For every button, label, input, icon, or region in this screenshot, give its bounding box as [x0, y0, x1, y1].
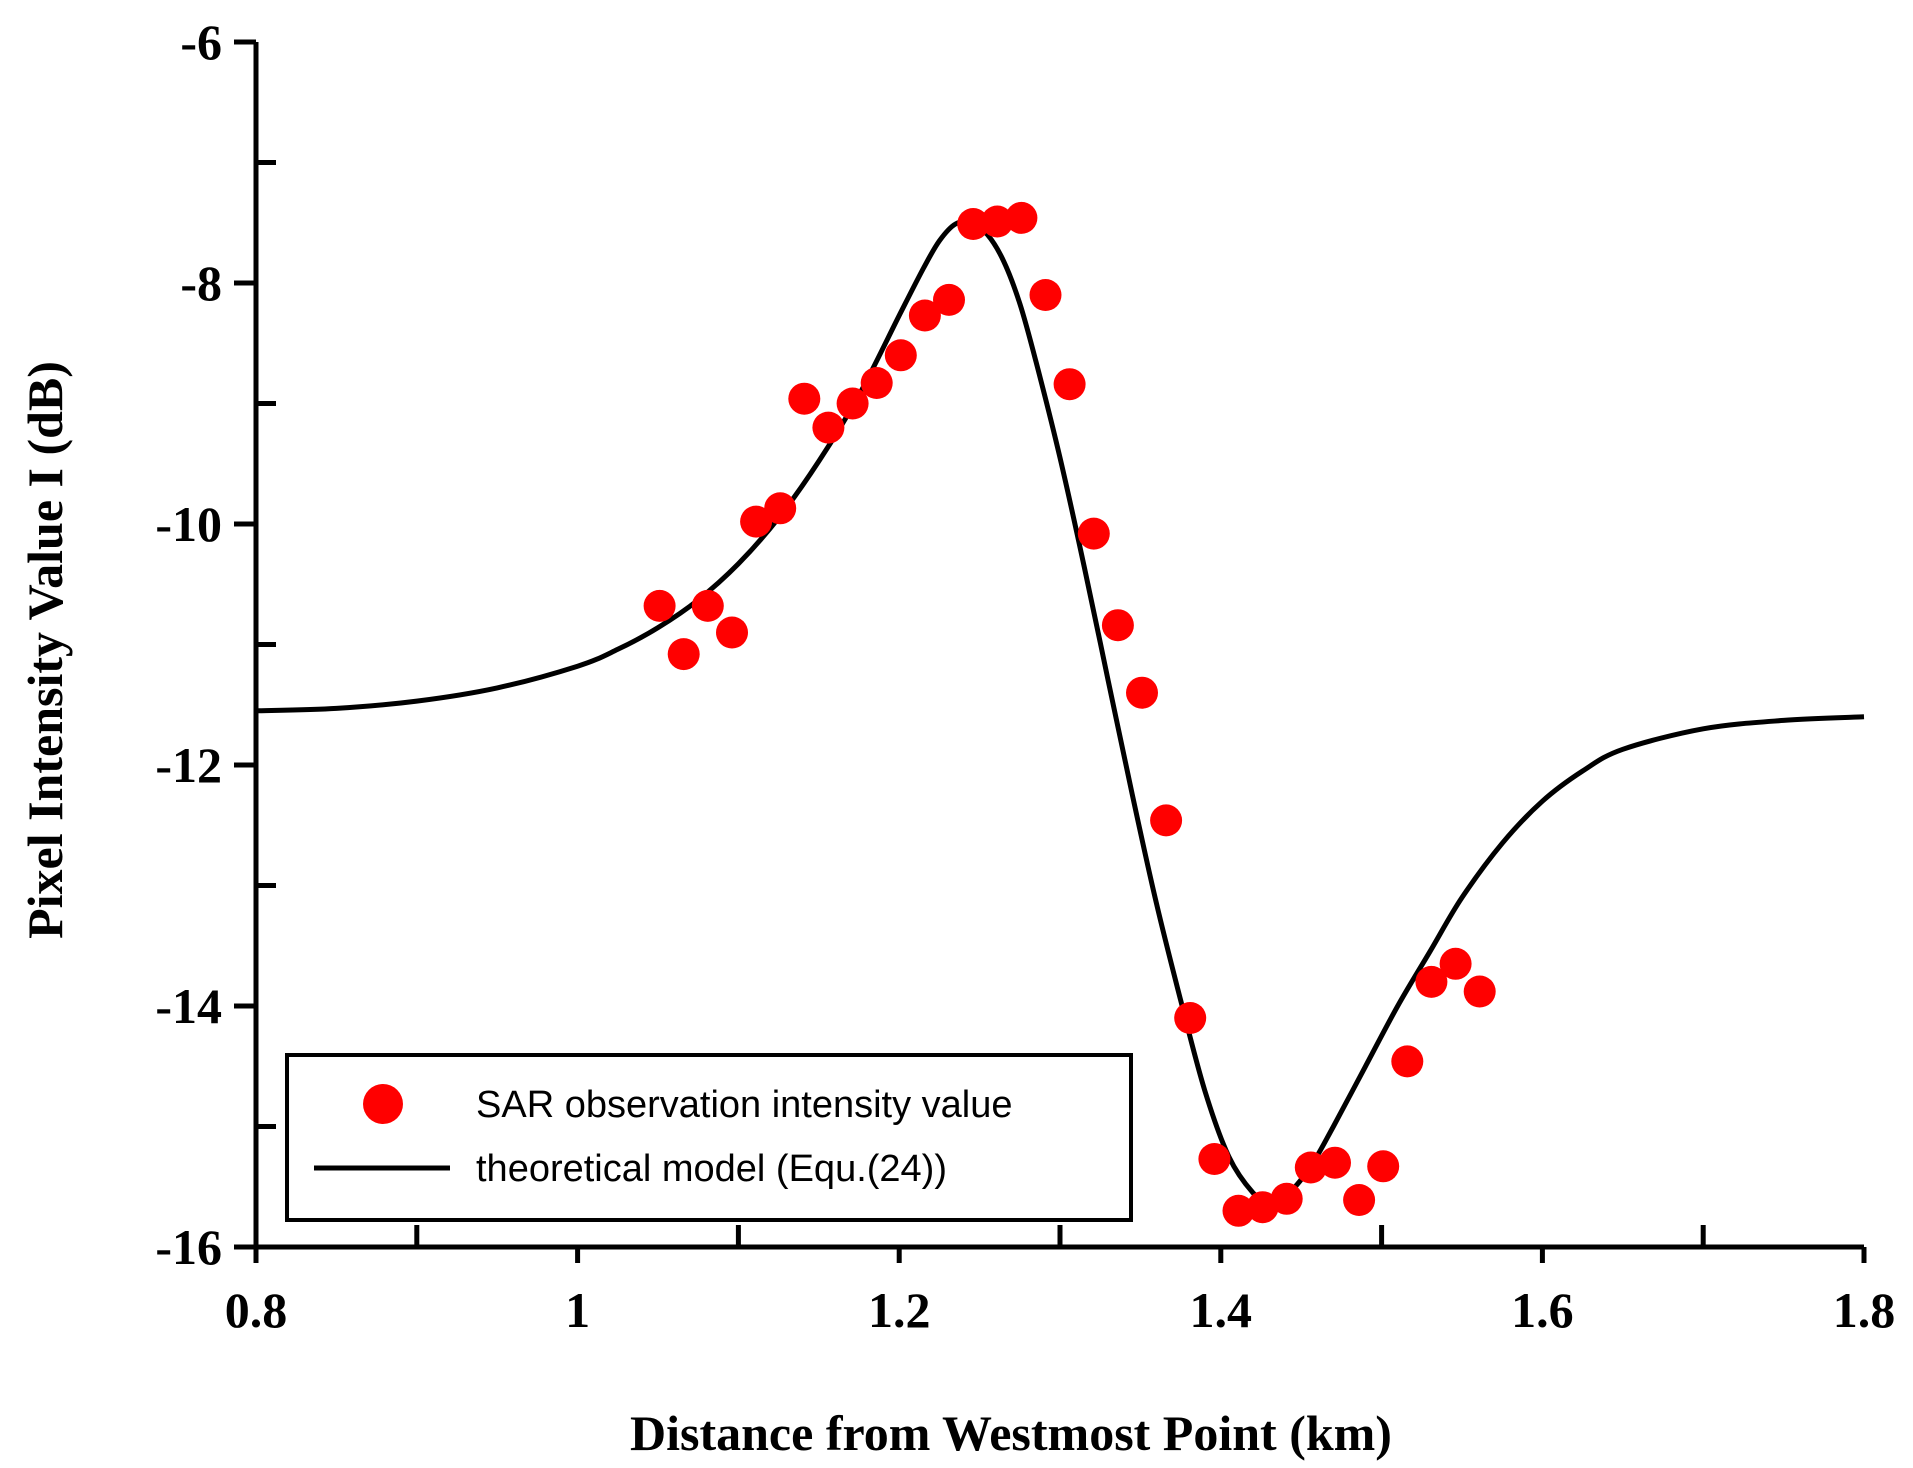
sar-observation-point	[1126, 676, 1158, 709]
sar-observation-point	[1270, 1182, 1303, 1215]
sar-observation-point	[1463, 975, 1496, 1008]
sar-observation-point	[691, 589, 724, 622]
legend: SAR observation intensity value theoreti…	[285, 1053, 1133, 1222]
legend-label-points: SAR observation intensity value	[476, 1084, 1013, 1126]
sar-observation-point	[860, 367, 893, 399]
sar-observation-point	[1319, 1146, 1351, 1179]
y-tick-label: -10	[155, 496, 222, 552]
sar-observation-point	[764, 492, 797, 525]
sar-observation-point	[884, 339, 917, 372]
sar-observation-point	[1439, 947, 1472, 980]
sar-observation-point	[1367, 1150, 1400, 1183]
sar-observation-point	[1150, 804, 1183, 837]
legend-marker-point	[363, 1084, 403, 1124]
x-tick-label: 1.4	[1190, 1282, 1253, 1338]
sar-observation-point	[812, 411, 845, 444]
sar-observation-point	[836, 387, 869, 420]
sar-observation-point	[1343, 1184, 1376, 1216]
sar-observation-point	[1222, 1194, 1255, 1227]
y-tick-label: -6	[180, 14, 222, 70]
sar-observation-point	[981, 205, 1014, 238]
sar-observation-point	[1391, 1045, 1424, 1078]
sar-observation-point	[908, 299, 941, 332]
sar-observation-point	[1005, 201, 1038, 234]
y-tick-label: -8	[180, 255, 222, 311]
legend-label-line: theoretical model (Equ.(24))	[476, 1148, 947, 1190]
sar-observation-point	[716, 616, 748, 649]
y-tick-label: -14	[155, 978, 222, 1034]
axes: 0.8 1 1.2 1.4 1.6 1.8 -16 -14 -12 -10 -8 -6	[155, 14, 1895, 1338]
sar-observation-point	[643, 589, 676, 622]
x-tick-label: 1.2	[868, 1282, 931, 1338]
sar-observation-point	[1077, 517, 1110, 550]
sar-observation-point	[1294, 1151, 1327, 1184]
sar-observation-point	[1053, 368, 1086, 401]
sar-observation-point	[1029, 279, 1062, 311]
y-tick-label: -12	[155, 737, 222, 793]
y-axis-title: Pixel Intensity Value I (dB)	[17, 361, 73, 939]
x-tick-label: 1.8	[1833, 1282, 1896, 1338]
sar-observation-point	[1101, 609, 1134, 642]
sar-observation-point	[933, 283, 965, 316]
y-tick-label: -16	[155, 1219, 222, 1275]
x-axis-title: Distance from Westmost Point (km)	[630, 1405, 1392, 1461]
sar-observation-point	[788, 382, 821, 415]
x-tick-label: 1	[565, 1282, 590, 1338]
x-tick-label: 0.8	[225, 1282, 288, 1338]
sar-observation-point	[1198, 1143, 1231, 1175]
sar-observation-point	[1174, 1002, 1207, 1034]
sar-observation-point	[1415, 965, 1448, 998]
sar-observation-point	[1246, 1191, 1279, 1224]
x-tick-label: 1.6	[1511, 1282, 1574, 1338]
plot-points-layer	[643, 201, 1496, 1227]
sar-observation-point	[667, 638, 700, 671]
sar-observation-point	[740, 505, 773, 538]
sar-observation-point	[957, 208, 990, 240]
legend-box	[285, 1053, 1133, 1222]
